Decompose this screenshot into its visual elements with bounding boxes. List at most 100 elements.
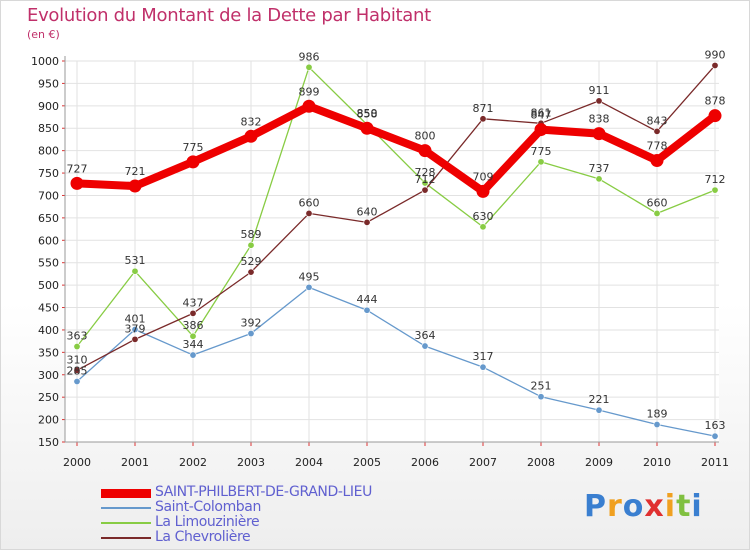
data-label: 531 xyxy=(125,254,146,267)
series-line-3 xyxy=(76,64,716,371)
y-tick-label: 300 xyxy=(38,369,59,382)
legend-label: Saint-Colomban xyxy=(155,499,261,515)
series-line-1 xyxy=(76,286,716,437)
data-point xyxy=(247,241,255,249)
data-label: 986 xyxy=(299,50,320,63)
y-tick-label: 800 xyxy=(38,145,59,158)
data-label: 778 xyxy=(647,140,668,153)
series-layer xyxy=(70,61,722,440)
data-label: 285 xyxy=(67,364,88,377)
axes: 150 200 250 300 350 400 450 500 550 600 650 700 750 8… xyxy=(31,55,729,469)
data-label: 364 xyxy=(415,329,436,342)
data-label: 709 xyxy=(473,170,494,183)
data-labels: 285 401 344 392 495 444 364 317 251 221 189 163 363 5… xyxy=(67,48,726,432)
x-tick-label: 2007 xyxy=(469,456,497,469)
series-line-0 xyxy=(73,102,719,196)
data-label: 850 xyxy=(357,107,378,120)
data-point xyxy=(305,209,313,217)
data-point xyxy=(537,158,545,166)
data-point xyxy=(131,325,139,333)
data-point xyxy=(711,186,719,194)
data-label: 838 xyxy=(589,113,610,126)
logo-letter: t xyxy=(676,489,692,524)
data-point xyxy=(421,179,429,187)
x-tick-label: 2003 xyxy=(237,456,265,469)
data-point xyxy=(128,179,142,193)
data-label: 221 xyxy=(589,393,610,406)
data-point xyxy=(534,123,548,137)
data-label: 847 xyxy=(531,109,552,122)
data-label: 660 xyxy=(647,196,668,209)
y-tick-label: 700 xyxy=(38,189,59,202)
data-label: 660 xyxy=(299,196,320,209)
data-point xyxy=(73,343,81,351)
data-label: 495 xyxy=(299,270,320,283)
y-tick-label: 650 xyxy=(38,212,59,225)
legend-label: SAINT-PHILBERT-DE-GRAND-LIEU xyxy=(155,484,372,500)
data-label: 401 xyxy=(125,312,146,325)
data-point xyxy=(363,218,371,226)
grid xyxy=(65,60,719,443)
data-point xyxy=(650,154,664,168)
data-point xyxy=(476,184,490,198)
data-label: 721 xyxy=(125,165,146,178)
data-label: 630 xyxy=(473,210,494,223)
x-tick-label: 2005 xyxy=(353,456,381,469)
legend-swatch xyxy=(101,488,151,498)
data-point xyxy=(595,97,603,105)
data-point xyxy=(537,393,545,401)
data-point xyxy=(592,127,606,141)
data-label: 386 xyxy=(183,319,204,332)
logo-letter: x xyxy=(644,489,665,524)
data-label: 899 xyxy=(299,85,320,98)
data-label: 712 xyxy=(705,173,726,186)
data-label: 589 xyxy=(241,228,262,241)
x-tick-label: 2000 xyxy=(63,456,91,469)
data-point xyxy=(421,342,429,350)
data-label: 529 xyxy=(241,255,262,268)
data-label: 727 xyxy=(67,162,88,175)
data-label: 737 xyxy=(589,162,610,175)
data-label: 990 xyxy=(705,48,726,61)
data-label: 163 xyxy=(705,419,726,432)
data-point xyxy=(418,144,432,158)
data-label: 437 xyxy=(183,296,204,309)
plot-area xyxy=(65,61,719,442)
data-label: 871 xyxy=(473,102,494,115)
data-label: 775 xyxy=(531,145,552,158)
logo-letter: P xyxy=(584,489,607,524)
x-tick-label: 2001 xyxy=(121,456,149,469)
legend-swatch xyxy=(101,522,151,524)
data-point xyxy=(711,432,719,440)
data-point xyxy=(189,309,197,317)
data-point xyxy=(189,351,197,359)
data-label: 775 xyxy=(183,141,204,154)
data-label: 379 xyxy=(125,322,146,335)
data-point xyxy=(73,377,81,385)
data-label: 800 xyxy=(415,130,436,143)
y-tick-label: 200 xyxy=(38,414,59,427)
data-point xyxy=(595,406,603,414)
data-point xyxy=(131,267,139,275)
chart-unit: (en €) xyxy=(27,28,60,41)
x-tick-label: 2006 xyxy=(411,456,439,469)
y-tick-label: 450 xyxy=(38,302,59,315)
data-point xyxy=(244,129,258,143)
x-tick-label: 2011 xyxy=(701,456,729,469)
y-tick-label: 950 xyxy=(38,77,59,90)
data-point xyxy=(708,109,722,123)
legend-swatch xyxy=(101,537,151,539)
data-point xyxy=(247,268,255,276)
data-label: 189 xyxy=(647,408,668,421)
data-label: 344 xyxy=(183,338,204,351)
y-tick-label: 850 xyxy=(38,122,59,135)
data-point xyxy=(711,61,719,69)
data-point xyxy=(595,175,603,183)
logo-letter: i xyxy=(664,489,677,524)
y-tick-label: 1000 xyxy=(31,55,59,68)
logo-letter: r xyxy=(607,489,623,524)
data-point xyxy=(479,115,487,123)
data-point xyxy=(653,209,661,217)
y-tick-label: 600 xyxy=(38,234,59,247)
